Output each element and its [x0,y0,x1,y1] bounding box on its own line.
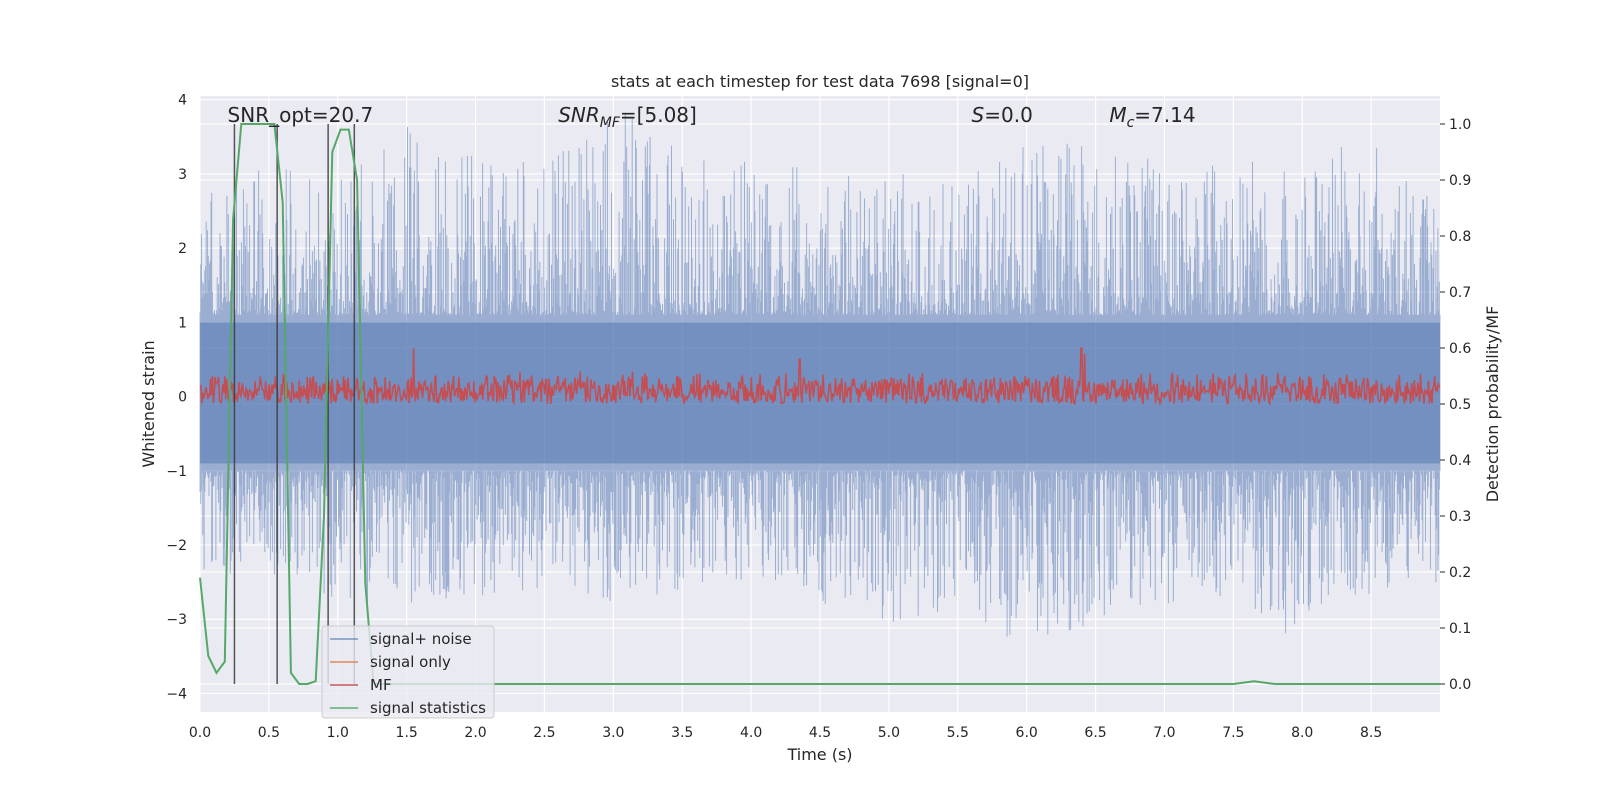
y-tick-label-left: 2 [178,241,187,257]
annotation: SNR_opt=20.7 [228,103,374,127]
legend-box [321,625,495,719]
y-tick-label-left: −2 [166,538,187,554]
y-axis-label-left: Whitened strain [139,340,158,467]
y-tick-label-right: 0.1 [1449,621,1471,637]
y-tick-label-left: 0 [178,390,187,406]
legend-label: MF [370,676,392,694]
y-tick-label-right: 0.2 [1449,565,1471,581]
x-axis-label: Time (s) [786,745,852,764]
x-tick-label: 3.0 [602,725,624,741]
annotation: SNRMF=[5.08] [558,103,697,131]
x-tick-label: 8.5 [1360,725,1382,741]
x-tick-label: 1.0 [327,725,349,741]
legend: signal+ noise signal only MF signal statist… [321,625,495,719]
x-tick-label: 6.5 [1084,725,1106,741]
x-tick-label: 6.0 [1016,725,1038,741]
x-tick-label: 5.0 [878,725,900,741]
x-tick-label: 7.0 [1153,725,1175,741]
x-tick-label: 2.5 [533,725,555,741]
y-tick-label-left: −1 [166,464,187,480]
y-tick-label-left: 4 [178,93,187,109]
y-axis-label-right: Detection probability/MF [1483,306,1502,503]
legend-label: signal+ noise [370,630,472,648]
y-tick-label-right: 0.7 [1449,285,1471,301]
annotations: SNR_opt=20.7 SNRMF=[5.08] S=0.0 Mc=7.14 [228,103,1196,131]
series-mf [199,347,1441,407]
x-tick-label: 1.5 [396,725,418,741]
axes: 0.0 0.5 1.0 1.5 2.0 2.5 3.0 3.5 4.0 4.5 5.0 5.5 6.0 6… [166,93,1471,741]
y-tick-label-right: 0.5 [1449,397,1471,413]
legend-label: signal statistics [370,699,486,717]
annotation: Mc=7.14 [1109,103,1195,131]
x-tick-label: 0.0 [189,725,211,741]
y-tick-label-left: 1 [178,315,187,331]
y-tick-label-left: −4 [166,686,187,702]
x-tick-label: 8.0 [1291,725,1313,741]
x-tick-label: 5.5 [947,725,969,741]
x-tick-label: 3.5 [671,725,693,741]
y-tick-label-right: 0.8 [1449,229,1471,245]
y-tick-label-right: 0.4 [1449,453,1471,469]
x-tick-label: 4.5 [809,725,831,741]
annotation: S=0.0 [972,103,1033,127]
y-tick-label-right: 0.6 [1449,341,1471,357]
y-tick-label-right: 0.0 [1449,677,1471,693]
data-layer [199,112,1441,685]
x-tick-label: 0.5 [258,725,280,741]
series-signal-statistics [199,123,1440,685]
chart-title: stats at each timestep for test data 769… [611,72,1029,91]
x-tick-label: 2.0 [464,725,486,741]
x-tick-label: 4.0 [740,725,762,741]
y-tick-label-right: 1.0 [1449,117,1471,133]
y-tick-label-left: 3 [178,167,187,183]
x-tick-label: 7.5 [1222,725,1244,741]
y-tick-label-right: 0.3 [1449,509,1471,525]
y-tick-label-right: 0.9 [1449,173,1471,189]
legend-label: signal only [370,653,451,671]
y-tick-label-left: −3 [166,612,187,628]
